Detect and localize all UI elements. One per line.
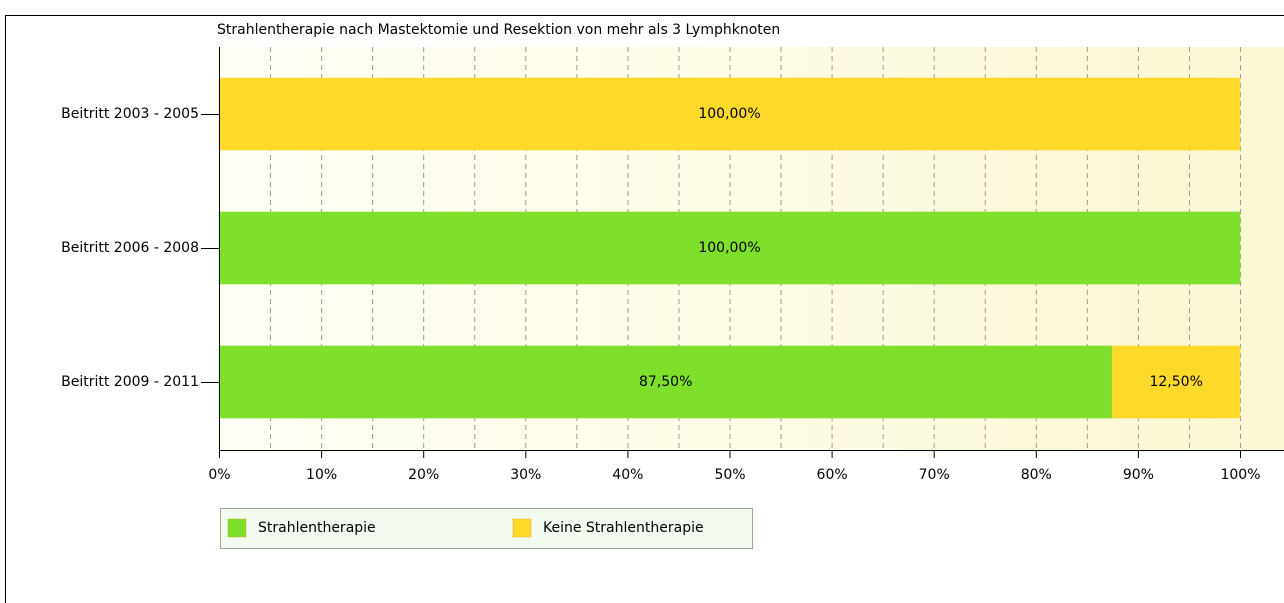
bar-segment xyxy=(218,77,1241,151)
bar-segment xyxy=(218,345,1113,419)
x-tick-label: 10% xyxy=(306,467,337,483)
chart-title: Strahlentherapie nach Mastektomie und Re… xyxy=(217,22,780,38)
legend-label: Keine Strahlentherapie xyxy=(543,520,704,536)
x-tick-label: 100% xyxy=(1220,467,1260,483)
value-label: 100,00% xyxy=(698,240,760,256)
x-tick-label: 30% xyxy=(510,467,541,483)
x-tick-label: 40% xyxy=(612,467,643,483)
y-tick-label: Beitritt 2009 - 2011 xyxy=(61,374,199,390)
legend-swatch xyxy=(227,518,247,538)
legend xyxy=(220,508,753,549)
value-label: 12,50% xyxy=(1149,374,1202,390)
value-label: 87,50% xyxy=(639,374,692,390)
x-tick-label: 60% xyxy=(817,467,848,483)
legend-swatch xyxy=(512,518,532,538)
bar-segment xyxy=(218,211,1241,285)
x-tick-label: 90% xyxy=(1123,467,1154,483)
value-label: 100,00% xyxy=(698,106,760,122)
x-tick-label: 80% xyxy=(1021,467,1052,483)
y-tick-label: Beitritt 2006 - 2008 xyxy=(61,240,199,256)
x-tick-label: 50% xyxy=(714,467,745,483)
x-tick-label: 70% xyxy=(919,467,950,483)
x-tick-label: 20% xyxy=(408,467,439,483)
x-tick-label: 0% xyxy=(208,467,230,483)
bar-segment xyxy=(1111,345,1241,419)
y-tick-label: Beitritt 2003 - 2005 xyxy=(61,106,199,122)
legend-label: Strahlentherapie xyxy=(258,520,376,536)
